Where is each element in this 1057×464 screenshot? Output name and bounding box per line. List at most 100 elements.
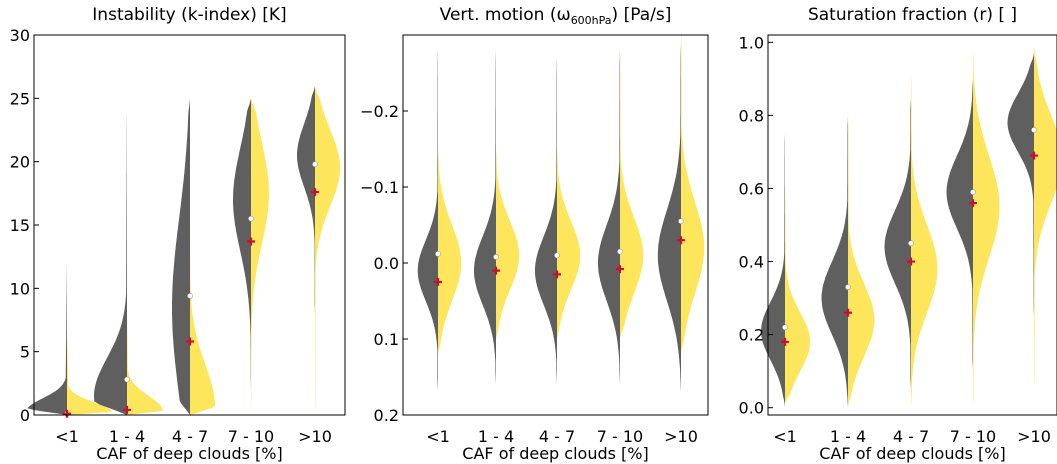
violin-dark-half-2: [821, 115, 848, 408]
violin-light-half-1: [785, 188, 811, 405]
mean-marker-3: [553, 270, 561, 279]
y-tick-label: 0.2: [374, 406, 399, 425]
panel-title: Saturation fraction (r) [ ]: [808, 5, 1017, 25]
x-tick-label-5: >10: [298, 427, 332, 446]
violin-light-half-4: [973, 49, 1000, 408]
violin-light-half-1: [67, 339, 112, 415]
violin-light-half-5: [1034, 45, 1057, 390]
x-tick-label-3: 4 - 7: [172, 427, 208, 446]
panel-1: <1 1 - 4 4 - 7 7 - 10 >10 0 5 10 15 20 25 30 Instabi…: [10, 5, 346, 463]
panel-3: <1 1 - 4 4 - 7 7 - 10 >10 0.0 0.2 0.4 0.6 0.8 1.0 S…: [739, 5, 1057, 463]
violin-light-half-3: [190, 212, 216, 415]
mean-marker-2: [492, 266, 500, 275]
y-tick-label: 0.6: [739, 179, 764, 198]
violin-light-half-5: [315, 85, 341, 416]
mean-marker-5: [677, 236, 685, 245]
mean-marker-3: [907, 257, 915, 266]
x-tick-label-5: >10: [1017, 427, 1051, 446]
violin-dark-half-2: [94, 111, 127, 415]
y-tick-label: −0.1: [360, 178, 399, 197]
violin-light-half-2: [127, 313, 163, 415]
median-marker-5: [312, 161, 318, 168]
x-axis-label: CAF of deep clouds [%]: [462, 444, 648, 463]
x-tick-label-5: >10: [664, 427, 698, 446]
x-tick-label-1: <1: [773, 427, 797, 446]
y-tick-label: 10: [10, 279, 30, 298]
violin-light-half-2: [848, 115, 875, 408]
median-marker-1: [435, 251, 441, 257]
x-tick-label-2: 1 - 4: [109, 427, 145, 446]
violin-dark-half-1: [417, 50, 438, 393]
violin-dark-half-5: [297, 85, 315, 314]
x-tick-label-4: 7 - 10: [597, 427, 643, 446]
x-axis-label: CAF of deep clouds [%]: [819, 444, 1005, 463]
x-tick-label-4: 7 - 10: [950, 427, 996, 446]
y-tick-label: 0.2: [739, 326, 764, 345]
x-tick-label-1: <1: [55, 427, 79, 446]
violin-light-half-1: [438, 149, 462, 355]
median-marker-3: [908, 240, 914, 247]
median-marker-4: [970, 189, 976, 195]
median-marker-2: [493, 254, 499, 260]
y-tick-label: 0.4: [739, 253, 764, 272]
panel-title: Vert. motion (ω600hPa) [Pa/s]: [440, 5, 672, 27]
mean-marker-4: [616, 265, 624, 274]
violin-dark-half-5: [1007, 53, 1034, 317]
axes-frame: [767, 34, 1057, 416]
y-tick-label: 0: [20, 406, 30, 425]
violin-dark-half-1: [27, 263, 67, 415]
violin-light-half-4: [251, 98, 269, 416]
violin-dark-half-3: [535, 57, 557, 385]
x-tick-label-3: 4 - 7: [893, 427, 929, 446]
mean-marker-5: [1030, 151, 1038, 160]
median-marker-3: [554, 252, 560, 259]
violin-dark-half-1: [761, 133, 785, 408]
axes-frame: [402, 34, 709, 416]
panel-2: <1 1 - 4 4 - 7 7 - 10 >10 −0.2 −0.1 0.0 0.1 0.2 Ve…: [360, 5, 709, 463]
panel-title: Instability (k-index) [K]: [92, 5, 286, 25]
median-marker-5: [678, 218, 684, 225]
x-tick-label-1: <1: [426, 427, 450, 446]
y-tick-label: 1.0: [739, 33, 764, 52]
y-tick-label: 0.0: [374, 254, 399, 273]
mean-marker-4: [969, 199, 977, 208]
violin-light-half-4: [620, 50, 644, 339]
y-tick-label: 0.8: [739, 106, 764, 125]
violin-light-half-2: [496, 149, 520, 339]
violin-dark-half-4: [233, 98, 251, 390]
median-marker-4: [248, 215, 254, 222]
x-tick-label-2: 1 - 4: [830, 427, 866, 446]
violin-dark-half-3: [884, 97, 911, 390]
x-tick-label-4: 7 - 10: [228, 427, 274, 446]
violin-dark-half-4: [946, 78, 973, 372]
median-marker-4: [617, 248, 623, 255]
mean-marker-1: [63, 409, 71, 418]
mean-marker-4: [247, 237, 255, 246]
y-tick-label: 20: [10, 153, 30, 172]
y-tick-label: 30: [10, 26, 30, 45]
mean-marker-2: [844, 308, 852, 317]
median-marker-2: [124, 376, 130, 383]
mean-marker-3: [186, 337, 194, 346]
violin-dark-half-5: [657, 42, 681, 393]
y-tick-label: 25: [10, 89, 30, 108]
violin-dark-half-3: [172, 98, 190, 416]
y-tick-label: 0.1: [374, 330, 399, 349]
median-marker-5: [1031, 127, 1037, 133]
y-tick-label: −0.2: [360, 102, 399, 121]
y-tick-label: 0.0: [739, 399, 764, 418]
mean-marker-1: [781, 337, 789, 346]
median-marker-1: [782, 324, 788, 331]
x-tick-label-2: 1 - 4: [478, 427, 514, 446]
violin-dark-half-2: [474, 50, 496, 385]
violin-light-half-5: [681, 27, 705, 355]
median-marker-2: [845, 284, 851, 290]
mean-marker-2: [123, 405, 131, 414]
violin-light-half-3: [557, 149, 581, 339]
mean-marker-5: [311, 188, 319, 197]
x-tick-label-3: 4 - 7: [539, 427, 575, 446]
median-marker-3: [187, 293, 193, 299]
y-tick-label: 5: [20, 343, 30, 362]
violin-dark-half-4: [598, 50, 620, 385]
